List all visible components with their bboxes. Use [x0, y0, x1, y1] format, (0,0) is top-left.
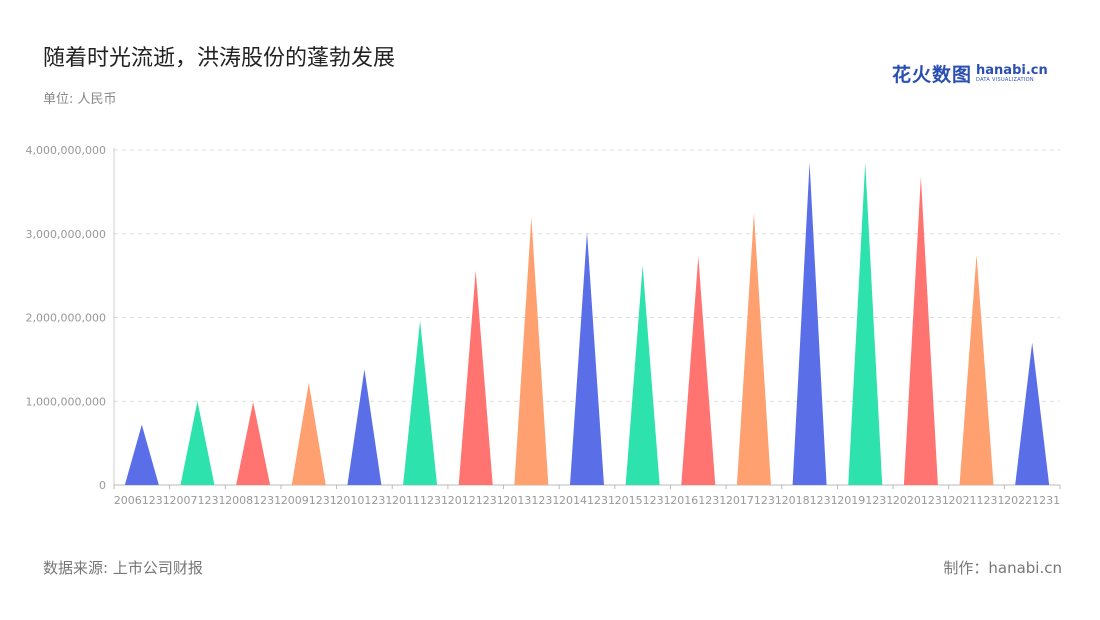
x-tick-label: 20221231	[1004, 494, 1060, 507]
x-tick-label: 20061231	[114, 494, 170, 507]
x-tick-label: 20211231	[949, 494, 1005, 507]
bar-triangle	[347, 369, 382, 485]
y-tick-label: 4,000,000,000	[26, 144, 106, 157]
x-tick-label: 20091231	[281, 494, 337, 507]
y-tick-label: 2,000,000,000	[26, 312, 106, 325]
bar-triangle	[291, 382, 326, 485]
x-tick-label: 20181231	[782, 494, 838, 507]
bar-triangle	[792, 162, 827, 485]
bar-triangle	[236, 402, 271, 485]
bar-triangle	[124, 424, 159, 485]
credit-label: 制作：hanabi.cn	[943, 559, 1062, 577]
unit-label: 单位: 人民币	[43, 92, 117, 107]
bar-triangle	[959, 254, 994, 485]
logo-text-en: hanabi.cn	[976, 62, 1048, 78]
x-tick-label: 20161231	[670, 494, 726, 507]
bar-triangle	[903, 176, 938, 486]
bar-triangle	[403, 320, 438, 485]
bar-triangle	[848, 162, 883, 485]
bar-triangle	[736, 212, 771, 485]
bar-triangle	[625, 265, 660, 485]
bar-triangle	[681, 256, 716, 485]
logo-subtitle: DATA VISUALIZATION	[976, 76, 1034, 83]
logo-text-cn: 花火数图	[892, 63, 973, 86]
x-tick-label: 20151231	[615, 494, 671, 507]
x-tick-label: 20171231	[726, 494, 782, 507]
y-tick-label: 0	[99, 479, 106, 492]
bar-triangle	[458, 270, 493, 485]
x-tick-label: 20141231	[559, 494, 615, 507]
y-tick-label: 3,000,000,000	[26, 228, 106, 241]
bar-triangle	[514, 217, 549, 485]
x-tick-label: 20081231	[225, 494, 281, 507]
brand-logo: 花火数图 hanabi.cn DATA VISUALIZATION	[892, 60, 1048, 86]
x-tick-label: 20191231	[837, 494, 893, 507]
bar-triangle	[570, 232, 604, 485]
x-tick-label: 20121231	[448, 494, 504, 507]
x-tick-label: 20111231	[392, 494, 448, 507]
bar-triangle	[180, 401, 215, 485]
logo-text-en-group: hanabi.cn DATA VISUALIZATION	[976, 64, 1048, 83]
x-tick-label: 20201231	[893, 494, 949, 507]
data-source: 数据来源: 上市公司财报	[43, 559, 203, 577]
bar-triangle	[1015, 342, 1050, 485]
x-tick-label: 20101231	[336, 494, 392, 507]
y-tick-label: 1,000,000,000	[26, 395, 106, 408]
x-tick-label: 20131231	[503, 494, 559, 507]
x-tick-label: 20071231	[169, 494, 225, 507]
chart-title: 随着时光流逝，洪涛股份的蓬勃发展	[43, 46, 396, 71]
